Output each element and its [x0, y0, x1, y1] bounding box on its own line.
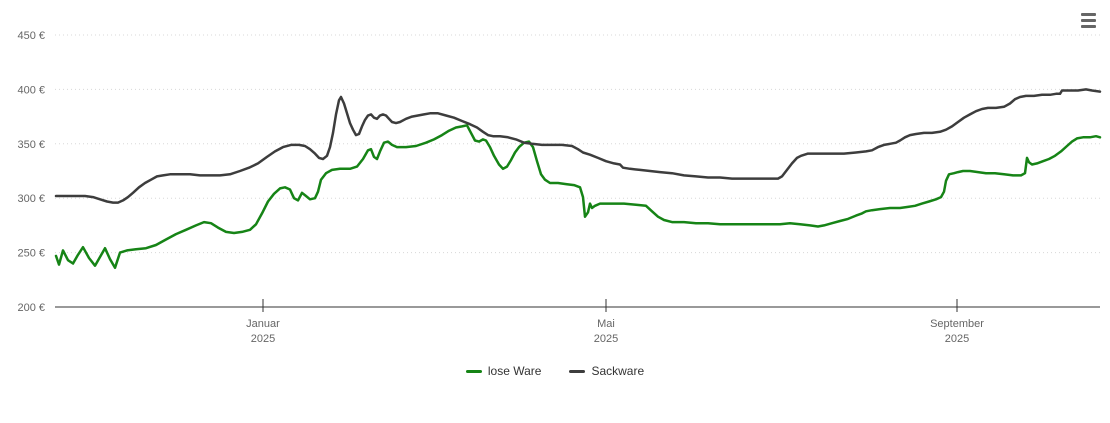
hamburger-icon	[1081, 19, 1096, 22]
series-line-0	[54, 124, 1102, 270]
series-line-1	[54, 88, 1102, 204]
legend-item-sackware[interactable]: Sackware	[569, 364, 644, 378]
x-axis-label-month: Januar	[246, 318, 280, 330]
y-axis-label: 300 €	[17, 193, 45, 205]
hamburger-icon	[1081, 13, 1096, 16]
legend: lose Ware Sackware	[0, 364, 1110, 378]
legend-line-marker	[569, 369, 586, 373]
y-axis-label: 400 €	[17, 84, 45, 96]
y-axis-label: 250 €	[17, 248, 45, 260]
x-axis-label-month: Mai	[597, 318, 615, 330]
legend-label: Sackware	[591, 364, 645, 378]
y-axis-label: 350 €	[17, 139, 45, 151]
legend-line-marker	[465, 369, 482, 373]
y-axis-label: 200 €	[17, 302, 45, 314]
x-axis-label-year: 2025	[594, 333, 618, 345]
x-axis-label-year: 2025	[251, 333, 275, 345]
x-axis-label-month: September	[930, 318, 984, 330]
legend-label: lose Ware	[487, 364, 542, 378]
legend-item-lose-ware[interactable]: lose Ware	[465, 364, 542, 378]
x-axis-label-year: 2025	[945, 333, 969, 345]
y-axis-label: 450 €	[17, 30, 45, 42]
chart-menu-button[interactable]	[1081, 13, 1097, 29]
hamburger-icon	[1081, 25, 1096, 28]
